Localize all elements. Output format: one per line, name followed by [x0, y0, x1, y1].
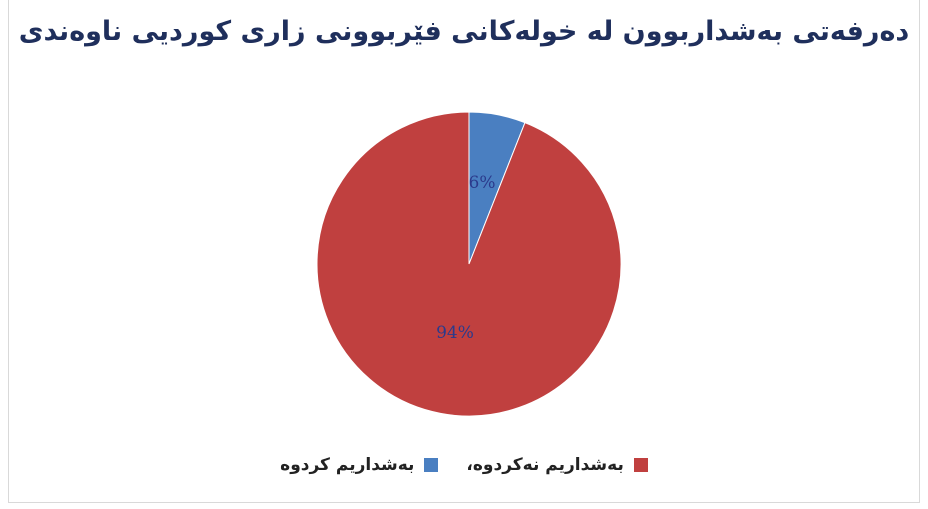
- chart-title: دەرفەتی بەشداربوون لە خولەکانی فێربوونی …: [18, 16, 910, 47]
- legend-item-participated: بەشداریم کردوە: [280, 455, 439, 475]
- pie-data-label-1: 94%: [436, 323, 474, 343]
- legend-swatch-not-participated: [633, 458, 648, 472]
- pie-data-label-0: 6%: [469, 173, 496, 193]
- legend-label-participated: بەشداریم کردوە: [280, 455, 415, 475]
- legend-label-not-participated: بەشداریم نەکردوە،: [466, 455, 624, 475]
- legend-item-not-participated: بەشداریم نەکردوە،: [466, 455, 648, 475]
- pie-slice-1: [316, 111, 622, 417]
- legend-swatch-participated: [424, 458, 439, 472]
- chart-legend: بەشداریم نەکردوە، بەشداریم کردوە: [0, 455, 928, 475]
